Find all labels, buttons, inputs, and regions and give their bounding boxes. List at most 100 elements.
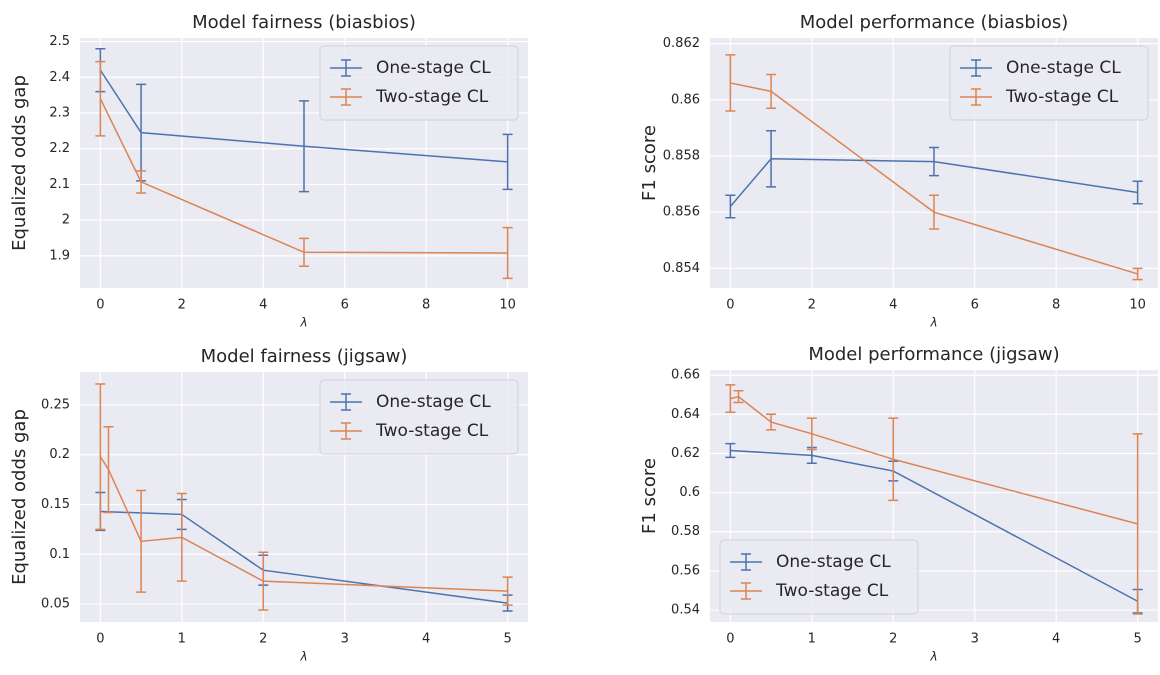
series-line: [99, 69, 508, 163]
x-tick-label: 5: [1133, 632, 1141, 647]
y-tick-label: 0.62: [671, 446, 700, 461]
y-tick-label: 2.1: [49, 177, 70, 192]
legend-label: Two-stage CL: [1005, 87, 1119, 107]
x-tick-label: 1: [178, 632, 186, 647]
y-tick-label: 0.64: [671, 407, 700, 422]
error-bar: [1132, 267, 1143, 281]
subplot: 0.05 0.1 0.15 0.2 0.25 0 1 2 3 4 5 Model fairness (…: [9, 346, 528, 664]
subplot: 0.854 0.856 0.858 0.86 0.862 0 2 4 6 8 10 Model per…: [639, 12, 1158, 330]
legend-label: One-stage CL: [376, 392, 491, 412]
x-tick-label: 5: [503, 632, 511, 647]
legend-box: [319, 45, 519, 121]
y-tick-label: 0.05: [41, 597, 70, 612]
error-bar: [766, 73, 777, 109]
legend-label: Two-stage CL: [375, 87, 489, 107]
legend-swatch: [330, 422, 362, 440]
error-bar: [733, 390, 744, 404]
error-bar: [766, 413, 777, 431]
error-bar: [888, 417, 899, 502]
error-bar: [136, 170, 147, 194]
x-tick-label: 2: [808, 298, 816, 313]
x-tick-label: 4: [259, 298, 267, 313]
error-bar: [1132, 433, 1143, 615]
legend-label: Two-stage CL: [375, 421, 489, 441]
legend-label: One-stage CL: [776, 552, 891, 572]
x-axis-label: λ: [929, 650, 937, 664]
y-tick-label: 0.25: [41, 397, 70, 412]
x-tick-label: 10: [499, 298, 516, 313]
x-tick-label: 4: [1052, 632, 1060, 647]
y-tick-label: 0.56: [671, 563, 700, 578]
y-tick-label: 0.854: [663, 261, 700, 276]
error-bar: [176, 492, 187, 582]
error-bar: [299, 100, 309, 193]
y-tick-label: 0.1: [49, 547, 70, 562]
y-tick-label: 0.2: [49, 447, 70, 462]
y-tick-label: 2.3: [49, 106, 70, 121]
error-bar: [725, 54, 736, 112]
subplot: 0.54 0.56 0.58 0.6 0.62 0.64 0.66 0 1 2 3 4 5 Model p…: [639, 344, 1158, 664]
y-tick-label: 2.4: [49, 70, 70, 85]
legend-swatch: [330, 393, 362, 411]
error-bar: [95, 60, 106, 137]
x-tick-label: 2: [178, 298, 186, 313]
x-tick-label: 2: [889, 632, 897, 647]
y-axis-label: F1 score: [639, 458, 660, 534]
chart-title: Model fairness (biasbios): [192, 12, 416, 33]
error-bar: [502, 226, 513, 280]
legend-swatch: [730, 553, 762, 571]
x-axis-label: λ: [299, 650, 307, 664]
legend-box: [719, 539, 919, 615]
y-tick-label: 0.86: [671, 92, 700, 107]
y-tick-label: 2: [62, 213, 70, 228]
x-tick-label: 1: [808, 632, 816, 647]
y-tick-label: 1.9: [49, 248, 70, 263]
legend-label: One-stage CL: [376, 58, 491, 78]
series-line: [729, 158, 1138, 208]
error-bar: [103, 426, 114, 514]
error-bar: [1132, 180, 1143, 205]
x-tick-label: 8: [422, 298, 430, 313]
series-line: [730, 82, 1138, 275]
series-line: [99, 98, 508, 254]
x-tick-label: 2: [259, 632, 267, 647]
y-tick-label: 0.6: [679, 485, 700, 500]
y-tick-label: 2.2: [49, 141, 70, 156]
y-tick-label: 0.66: [671, 368, 700, 383]
x-tick-label: 0: [726, 298, 734, 313]
series-line: [99, 456, 508, 592]
x-tick-label: 6: [971, 298, 979, 313]
error-bar: [299, 237, 309, 267]
x-tick-label: 0: [726, 632, 734, 647]
x-tick-label: 3: [341, 632, 349, 647]
y-tick-label: 2.5: [49, 34, 70, 49]
series-line: [730, 449, 1138, 602]
legend-box: [949, 45, 1149, 121]
x-tick-label: 6: [341, 298, 349, 313]
chart-title: Model performance (biasbios): [800, 12, 1068, 33]
x-axis-label: λ: [929, 316, 937, 330]
error-bar: [806, 417, 817, 451]
x-tick-label: 4: [889, 298, 897, 313]
y-tick-label: 0.856: [663, 205, 700, 220]
error-bar: [95, 383, 106, 531]
legend-label: Two-stage CL: [775, 581, 889, 601]
y-tick-label: 0.862: [663, 36, 700, 51]
error-bar: [502, 133, 513, 191]
error-bar: [725, 442, 736, 459]
y-tick-label: 0.58: [671, 524, 700, 539]
legend-label: One-stage CL: [1006, 58, 1121, 78]
x-tick-label: 8: [1052, 298, 1060, 313]
subplot: 1.9 2 2.1 2.2 2.3 2.4 2.5 0 2 4 6 8 10 Model fairness…: [9, 12, 528, 330]
legend-swatch: [330, 88, 362, 106]
legend-swatch: [730, 582, 762, 600]
y-axis-label: F1 score: [639, 125, 660, 201]
y-tick-label: 0.54: [671, 603, 700, 618]
error-bar: [136, 489, 147, 593]
legend-swatch: [960, 59, 992, 77]
error-bar: [502, 576, 513, 606]
y-tick-label: 0.15: [41, 497, 70, 512]
y-axis-label: Equalized odds gap: [9, 75, 30, 251]
x-tick-label: 10: [1129, 298, 1146, 313]
